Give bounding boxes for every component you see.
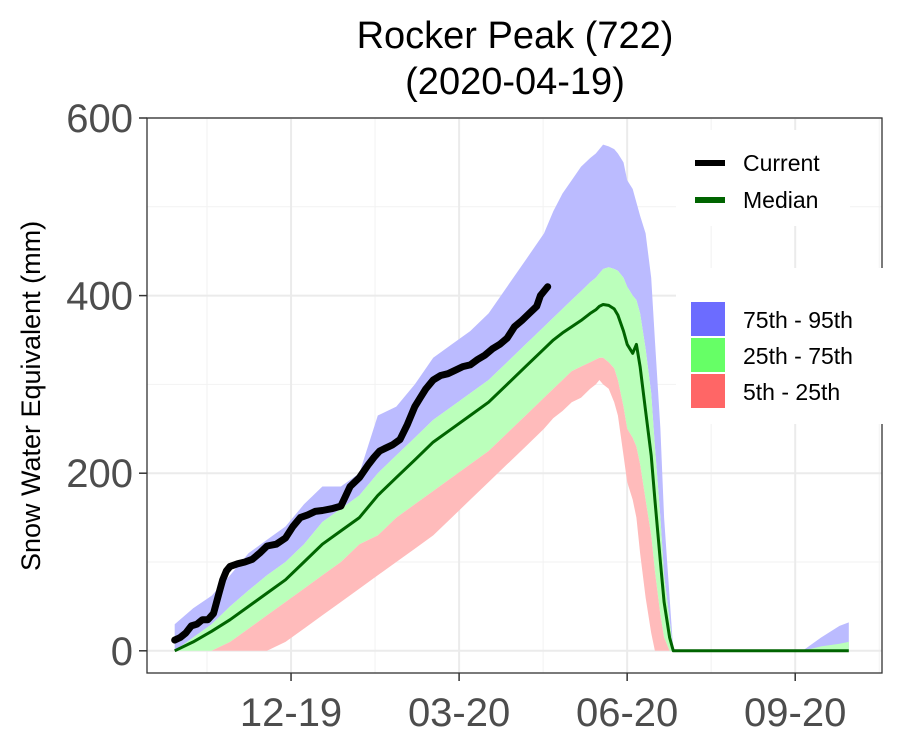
x-tick-label: 03-20 (408, 691, 510, 735)
series-lines (171, 283, 849, 653)
axis-ticks: 12-19 03-20 06-20 09-20 0 200 400 600 (66, 97, 846, 735)
legend-fills: 75th - 95th 25th - 75th 5th - 25th (676, 268, 886, 424)
legend-swatch-75-95 (691, 302, 725, 336)
y-tick-label: 600 (66, 97, 133, 141)
band-1 (174, 267, 849, 651)
chart-title-line2: (2020-04-19) (405, 61, 625, 103)
legend-label-5-25: 5th - 25th (743, 379, 840, 405)
legend-lines-background (676, 130, 850, 226)
x-tick-label: 12-19 (240, 691, 342, 735)
legend-swatch-5-25 (691, 374, 725, 408)
y-axis-title: Snow Water Equivalent (mm) (16, 221, 46, 571)
legend-lines: Current Median (676, 130, 850, 226)
series-line-current (171, 283, 552, 644)
y-tick-label: 0 (111, 630, 133, 674)
legend-label-current: Current (743, 150, 820, 176)
x-tick-label: 06-20 (576, 691, 678, 735)
legend-swatch-25-75 (691, 338, 725, 372)
percentile-bands (174, 144, 849, 651)
x-tick-label: 09-20 (744, 691, 846, 735)
legend-label-75-95: 75th - 95th (743, 307, 853, 333)
series-line-median (174, 303, 849, 653)
y-tick-label: 400 (66, 275, 133, 319)
band-2 (174, 357, 849, 651)
y-tick-label: 200 (66, 452, 133, 496)
chart-title-line1: Rocker Peak (722) (357, 15, 674, 57)
legend-label-median: Median (743, 187, 818, 213)
legend-label-25-75: 25th - 75th (743, 343, 853, 369)
